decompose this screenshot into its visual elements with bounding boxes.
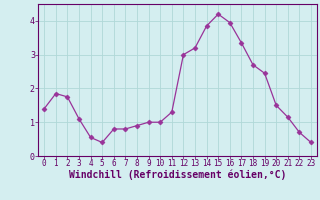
X-axis label: Windchill (Refroidissement éolien,°C): Windchill (Refroidissement éolien,°C) <box>69 170 286 180</box>
